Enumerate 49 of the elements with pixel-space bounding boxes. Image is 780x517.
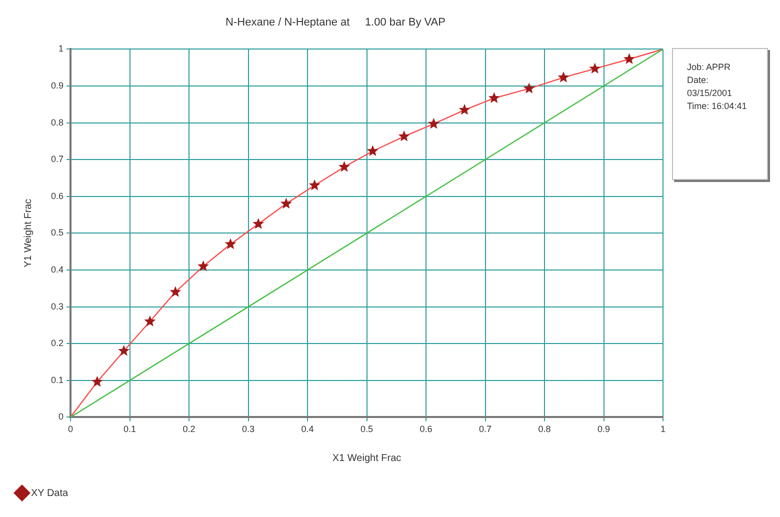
x-tick-label: 0.5 — [360, 424, 374, 434]
y-tick-label: 0.5 — [50, 228, 64, 238]
point — [118, 344, 130, 356]
legend-label: XY Data — [31, 488, 68, 499]
x-tick-label: 0.8 — [538, 424, 551, 434]
chart-title: N-Hexane / N-Heptane at 1.00 bar By VAP — [226, 16, 446, 29]
x-tick-label: 0.9 — [597, 424, 610, 434]
x-tick-label: 0.6 — [420, 424, 432, 434]
x-tick-label: 1 — [660, 424, 666, 434]
point — [252, 218, 264, 229]
text: Date: — [687, 74, 710, 87]
point — [366, 145, 378, 156]
point — [280, 198, 292, 209]
x-tick-label: 0.1 — [124, 424, 136, 434]
x-tick-label: 0 — [68, 424, 74, 434]
text: Time: 16:04:41 — [687, 100, 748, 113]
point — [308, 179, 320, 190]
point — [224, 238, 236, 250]
y-tick-label: 0.1 — [50, 374, 64, 385]
x-tick-label: 0.3 — [242, 424, 255, 434]
y-axis-title: Y1 Weight Frac — [22, 198, 34, 268]
point — [488, 92, 500, 103]
point — [338, 160, 350, 172]
x-tick-label: 0.2 — [182, 424, 196, 434]
point — [458, 104, 470, 115]
text: 03/15/2001 — [687, 87, 734, 100]
y-tick-label: 0.4 — [50, 264, 64, 274]
y-tick-label: 0.3 — [50, 301, 64, 312]
text: Job: APPR — [687, 61, 732, 74]
point — [170, 286, 182, 297]
y-tick-label: 0.7 — [50, 154, 64, 164]
point — [144, 316, 156, 326]
point — [91, 376, 103, 387]
y-tick-label: 0.6 — [50, 190, 64, 201]
y-tick-label: 0.8 — [50, 117, 64, 128]
y-tick-label: 0.2 — [50, 338, 64, 348]
x-tick-label: 0.4 — [301, 424, 314, 434]
x-tick-label: 0.7 — [478, 424, 492, 434]
point — [398, 130, 410, 142]
point — [198, 260, 209, 272]
point — [624, 53, 635, 64]
y-tick-label: 0 — [58, 412, 64, 422]
point — [558, 72, 570, 82]
x-axis-title: X1 Weight Frac — [332, 452, 402, 464]
y-tick-label: 0.9 — [50, 80, 64, 90]
point — [589, 62, 601, 74]
point — [523, 82, 535, 94]
point — [428, 118, 440, 129]
y-tick-label: 1 — [58, 44, 64, 54]
